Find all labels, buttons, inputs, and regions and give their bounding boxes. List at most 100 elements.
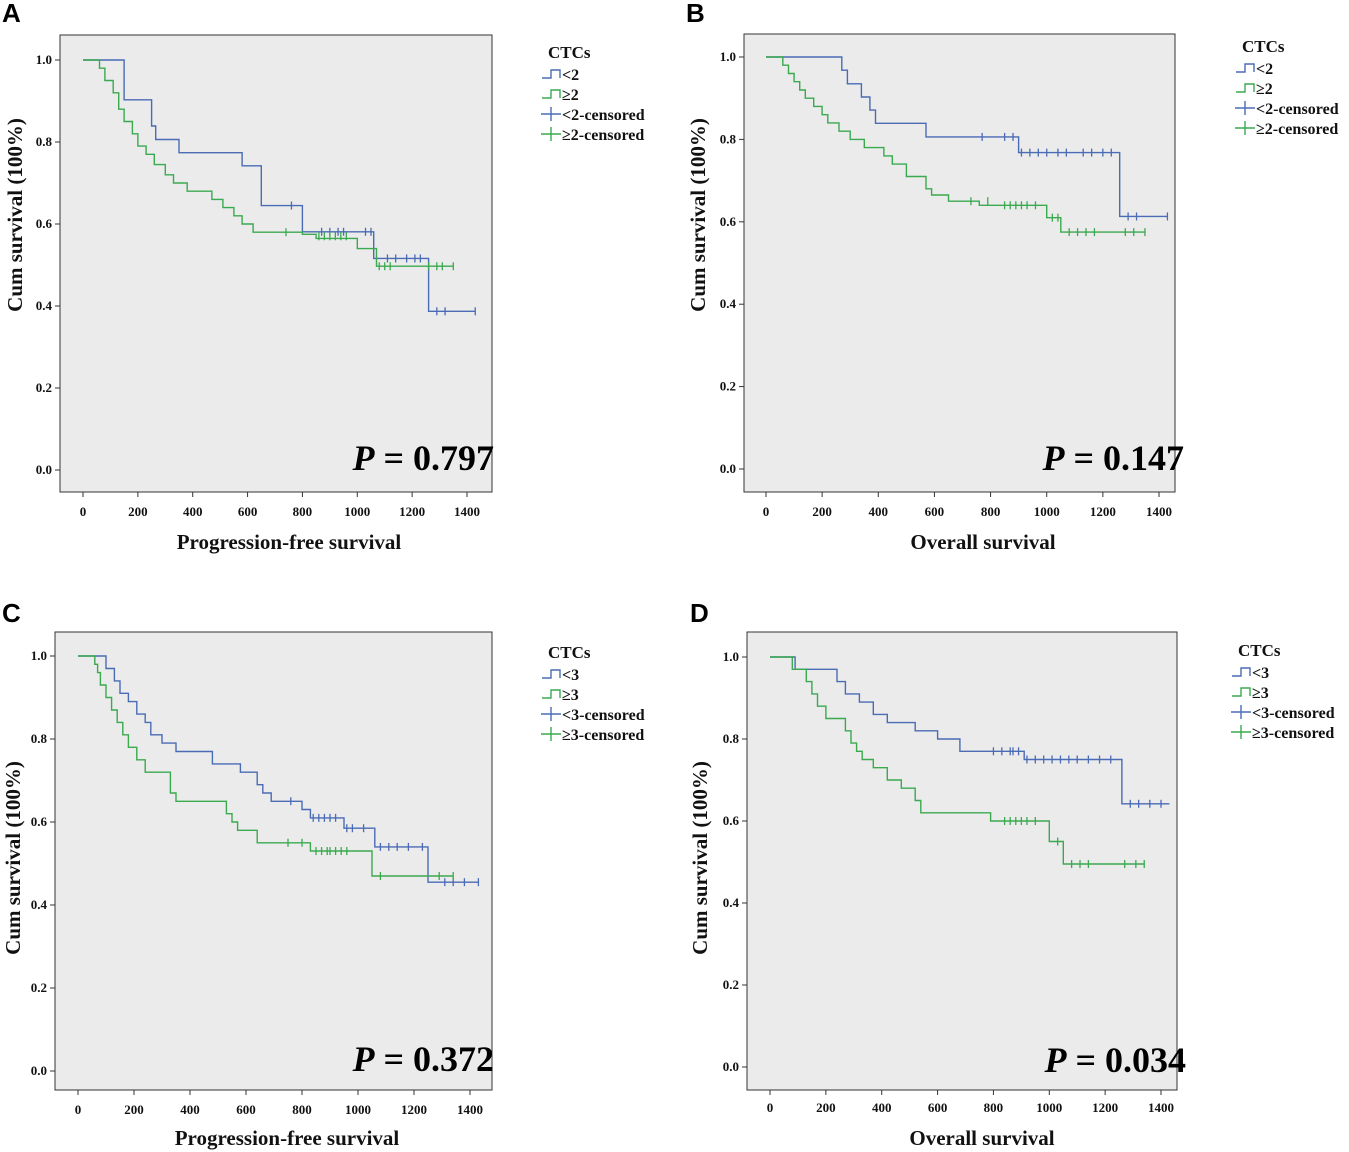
y-tick-label: 0.4 xyxy=(723,895,740,910)
legend-step-icon xyxy=(542,69,561,79)
x-tick-label: 1400 xyxy=(457,1102,483,1117)
legend-censor-icon xyxy=(541,707,561,721)
legend-label: ≥3-censored xyxy=(1252,725,1334,742)
x-tick-label: 1000 xyxy=(345,1102,371,1117)
legend-label: ≥3 xyxy=(1252,685,1269,702)
legend-label: <3-censored xyxy=(562,707,645,724)
p-value-text: = 0.034 xyxy=(1066,1040,1186,1080)
legend-label: <2-censored xyxy=(562,107,645,124)
panel-c: C 0.0 0.2 0.4 0.6 0.8 1.0 0 200 400 600 800 1000 1200… xyxy=(1,598,645,1150)
y-tick-label: 0.2 xyxy=(36,380,52,395)
x-tick-label: 200 xyxy=(128,504,148,519)
x-tick-label: 600 xyxy=(238,504,258,519)
panel-a: A 0.0 0.2 0.4 0.6 0.8 1.0 0 200 400 600 800 1000 1200… xyxy=(2,0,645,554)
x-axis-title: Overall survival xyxy=(909,1126,1054,1150)
legend-title: CTCs xyxy=(1238,641,1281,660)
plot-area xyxy=(743,33,1176,493)
y-tick-label: 0.8 xyxy=(720,131,737,146)
p-value: P = 0.034 xyxy=(1043,1040,1186,1080)
survival-curve-high xyxy=(766,56,1145,233)
x-tick-label: 400 xyxy=(869,504,889,519)
p-value-symbol: P xyxy=(351,1039,375,1079)
x-tick-label: 0 xyxy=(75,1102,82,1117)
y-axis-title: Cum survival (100%) xyxy=(686,118,710,312)
y-tick-label: 0.8 xyxy=(36,134,53,149)
x-tick-label: 800 xyxy=(292,1102,312,1117)
x-tick-label: 1200 xyxy=(1090,504,1116,519)
x-tick-label: 400 xyxy=(872,1100,892,1115)
survival-curve-low xyxy=(766,56,1168,218)
legend-censor-icon xyxy=(1231,725,1251,739)
p-value-symbol: P xyxy=(1043,1040,1067,1080)
y-axis-title: Cum survival (100%) xyxy=(688,761,712,955)
legend-censor-icon xyxy=(1231,705,1251,719)
x-tick-label: 1200 xyxy=(399,504,425,519)
y-tick-label: 0.6 xyxy=(36,216,53,231)
y-tick-label: 0.8 xyxy=(723,731,740,746)
p-value: P = 0.147 xyxy=(1041,438,1184,478)
legend-label: <3-censored xyxy=(1252,705,1335,722)
legend-label: <3 xyxy=(562,667,579,684)
panel-d: D 0.0 0.2 0.4 0.6 0.8 1.0 0 200 400 600 800 1000 1200… xyxy=(688,598,1335,1150)
x-tick-label: 200 xyxy=(124,1102,144,1117)
legend-label: <2 xyxy=(562,67,579,84)
panel-letter: A xyxy=(2,0,21,28)
p-value-text: = 0.372 xyxy=(374,1039,494,1079)
panel-letter: B xyxy=(686,0,705,28)
x-axis-title: Progression-free survival xyxy=(177,530,402,554)
legend-label: ≥2 xyxy=(562,87,579,104)
x-tick-label: 1000 xyxy=(1036,1100,1062,1115)
legend-label: <2-censored xyxy=(1256,101,1339,118)
legend-label: ≥3-censored xyxy=(562,727,644,744)
y-tick-label: 0.4 xyxy=(36,298,53,313)
legend-censor-icon xyxy=(541,127,561,141)
y-tick-label: 1.0 xyxy=(36,52,52,67)
p-value-text: = 0.797 xyxy=(374,438,494,478)
p-value-symbol: P xyxy=(351,438,375,478)
panel-letter: C xyxy=(2,598,21,628)
legend-step-icon xyxy=(542,689,561,699)
x-tick-label: 1000 xyxy=(344,504,370,519)
y-axis-title: Cum survival (100%) xyxy=(1,761,25,955)
y-tick-label: 0.0 xyxy=(720,461,736,476)
y-tick-label: 0.4 xyxy=(720,296,737,311)
x-tick-label: 1400 xyxy=(1146,504,1172,519)
x-tick-label: 600 xyxy=(928,1100,948,1115)
x-tick-label: 1200 xyxy=(401,1102,427,1117)
survival-curve-low xyxy=(83,59,476,312)
survival-curve-low xyxy=(78,655,479,883)
x-tick-label: 400 xyxy=(183,504,203,519)
legend-label: ≥3 xyxy=(562,687,579,704)
x-tick-label: 800 xyxy=(981,504,1001,519)
x-tick-label: 400 xyxy=(180,1102,200,1117)
legend-label: <2 xyxy=(1256,61,1273,78)
x-axis-title: Progression-free survival xyxy=(175,1126,400,1150)
y-tick-label: 0.8 xyxy=(31,731,48,746)
p-value-symbol: P xyxy=(1041,438,1065,478)
y-tick-label: 1.0 xyxy=(720,49,736,64)
y-tick-label: 0.6 xyxy=(723,813,740,828)
plot-area xyxy=(54,631,493,1091)
legend-label: ≥2-censored xyxy=(1256,121,1338,138)
y-tick-label: 1.0 xyxy=(31,648,47,663)
plot-area xyxy=(746,631,1178,1091)
x-tick-label: 800 xyxy=(293,504,313,519)
p-value: P = 0.797 xyxy=(351,438,494,478)
x-tick-label: 200 xyxy=(812,504,832,519)
x-tick-label: 600 xyxy=(236,1102,256,1117)
y-tick-label: 0.2 xyxy=(720,379,736,394)
x-tick-label: 1400 xyxy=(454,504,480,519)
legend-title: CTCs xyxy=(548,643,591,662)
x-tick-label: 1200 xyxy=(1092,1100,1118,1115)
legend-step-icon xyxy=(1236,83,1255,93)
y-tick-label: 0.6 xyxy=(31,814,48,829)
legend-label: ≥2-censored xyxy=(562,127,644,144)
x-tick-label: 1400 xyxy=(1148,1100,1174,1115)
legend-title: CTCs xyxy=(1242,37,1285,56)
legend-step-icon xyxy=(1232,687,1251,697)
legend-step-icon xyxy=(542,669,561,679)
panel-letter: D xyxy=(690,598,709,628)
legend-censor-icon xyxy=(1235,121,1255,135)
p-value: P = 0.372 xyxy=(351,1039,494,1079)
p-value-text: = 0.147 xyxy=(1064,438,1184,478)
